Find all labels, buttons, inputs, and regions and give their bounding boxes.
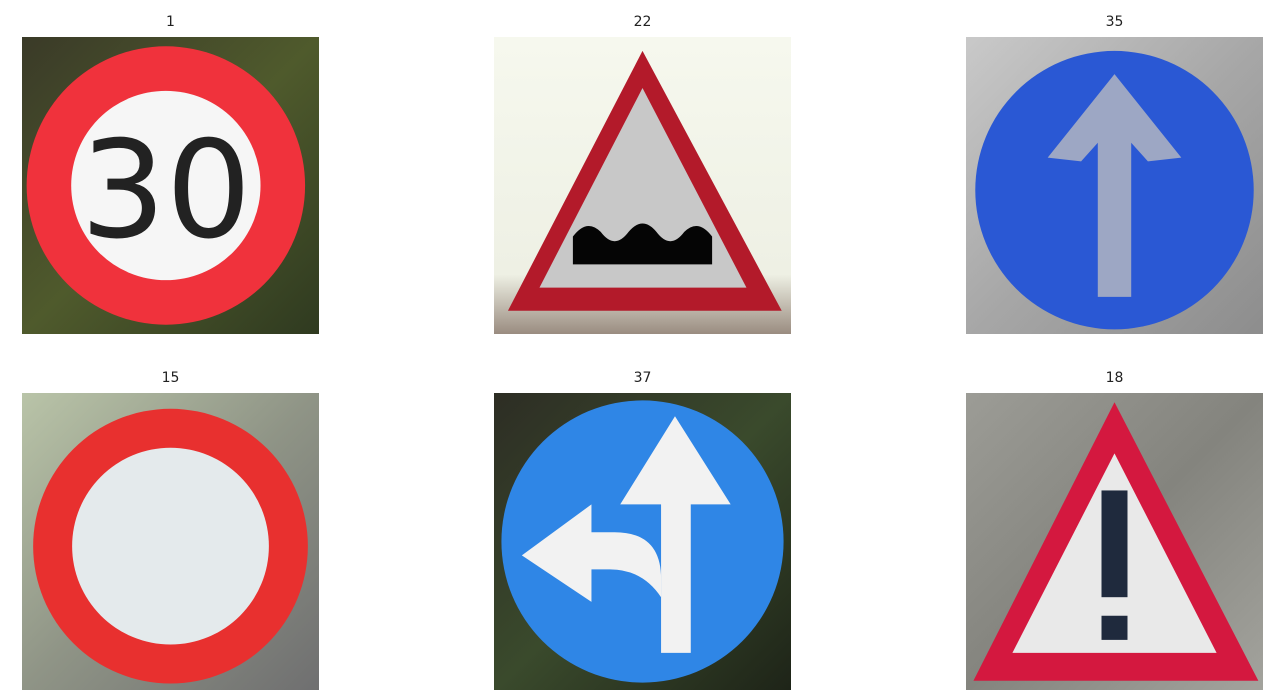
sign-image-no-vehicles bbox=[22, 393, 319, 690]
panel-label: 18 bbox=[1105, 370, 1124, 386]
sign-image-ahead-only bbox=[966, 37, 1263, 334]
panel-label: 35 bbox=[1105, 14, 1124, 30]
sign-digits: 30 bbox=[80, 112, 251, 269]
speed-limit-30-icon: 30 bbox=[22, 37, 319, 334]
panel-label: 1 bbox=[166, 14, 175, 30]
panel-label: 37 bbox=[633, 370, 652, 386]
sign-image-bumpy-road bbox=[494, 37, 791, 334]
panel-label: 15 bbox=[161, 370, 180, 386]
general-caution-icon bbox=[966, 393, 1263, 690]
panel-label: 22 bbox=[633, 14, 652, 30]
no-vehicles-icon bbox=[22, 393, 319, 690]
sign-image-general-caution bbox=[966, 393, 1263, 690]
bumpy-road-icon bbox=[494, 37, 791, 334]
sign-image-go-straight-or-left bbox=[494, 393, 791, 690]
sign-image-speed-limit-30: 30 bbox=[22, 37, 319, 334]
go-straight-or-left-icon bbox=[494, 393, 791, 690]
ahead-only-icon bbox=[966, 37, 1263, 334]
